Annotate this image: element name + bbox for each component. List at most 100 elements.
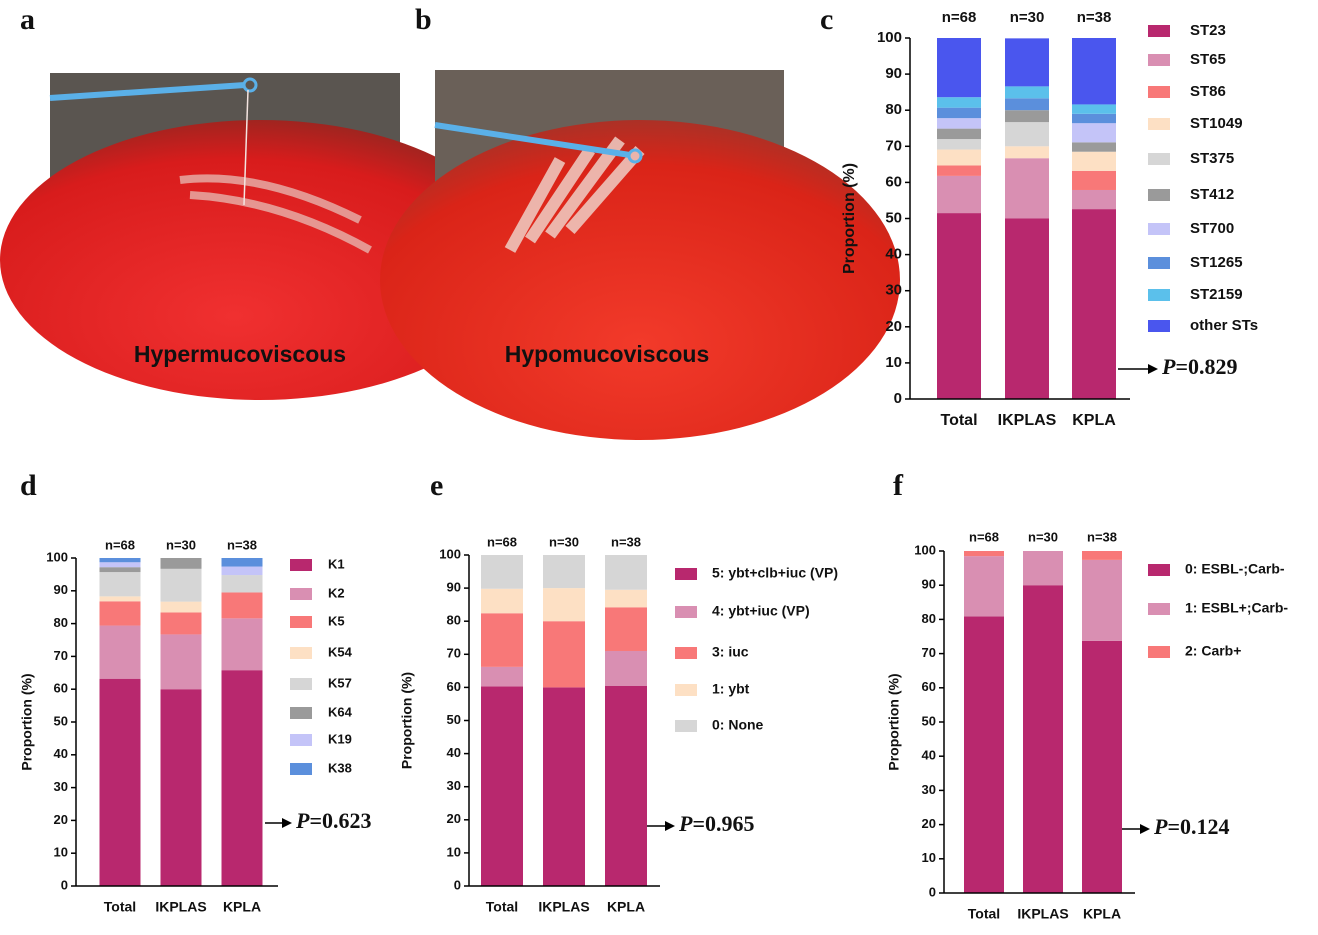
- legend-label: K5: [328, 613, 345, 628]
- legend-swatch: [290, 559, 312, 571]
- legend-swatch: [1148, 54, 1170, 66]
- legend-label: ST700: [1190, 220, 1234, 237]
- bar-segment: [937, 165, 981, 176]
- bar-segment: [1005, 218, 1049, 399]
- bar-segment: [1072, 151, 1116, 171]
- bar-segment: [99, 678, 141, 886]
- bar-segment: [1072, 170, 1116, 190]
- legend-swatch: [1148, 189, 1170, 201]
- p-annotation: P=0.829: [1161, 354, 1238, 379]
- colonies: [504, 136, 645, 253]
- bar-segment: [99, 567, 141, 573]
- legend-label: 5: ybt+clb+iuc (VP): [712, 565, 838, 581]
- photo-caption: Hypermucoviscous: [134, 341, 346, 367]
- legend-swatch: [1148, 118, 1170, 130]
- chart: f Proportion (%) 0 10 20 30 40 50 60 70 80 90 100 Tot…: [886, 469, 1289, 922]
- y-tick-label: 60: [922, 679, 936, 694]
- bar-segment: [605, 607, 647, 651]
- y-tick-label: 70: [922, 645, 936, 660]
- photo-caption: Hypomucoviscous: [505, 341, 710, 367]
- bar-segment: [543, 621, 585, 688]
- legend-swatch: [1148, 153, 1170, 165]
- panel-letter: f: [893, 469, 904, 502]
- y-tick-label: 70: [885, 137, 902, 154]
- bar-segment: [160, 568, 202, 602]
- y-tick-label: 20: [447, 811, 461, 826]
- panel-letter: d: [20, 469, 37, 502]
- loop: [627, 148, 643, 164]
- bar-segment: [481, 555, 523, 589]
- legend-label: ST1265: [1190, 254, 1243, 271]
- y-tick-label: 0: [929, 884, 936, 899]
- p-value: =0.829: [1175, 354, 1237, 379]
- bar-segment: [964, 556, 1004, 617]
- y-tick-label: 100: [914, 542, 936, 557]
- bar-segment: [221, 558, 263, 567]
- legend-swatch: [675, 568, 697, 580]
- agar-plate: [0, 120, 520, 400]
- y-tick-label: 70: [54, 648, 68, 663]
- legend-swatch: [1148, 289, 1170, 301]
- bar-segment: [605, 555, 647, 590]
- y-tick-label: 50: [885, 209, 902, 226]
- x-tick-label: KPLA: [1083, 906, 1121, 922]
- legend-swatch: [1148, 603, 1170, 615]
- y-tick-label: 90: [447, 580, 461, 595]
- bar-segment: [605, 650, 647, 686]
- legend-label: ST1049: [1190, 115, 1243, 132]
- legend-swatch: [1148, 257, 1170, 269]
- y-tick-label: 30: [447, 778, 461, 793]
- bar-annotation: n=38: [1087, 529, 1117, 544]
- legend-label: 3: iuc: [712, 644, 749, 660]
- legend-label: ST2159: [1190, 286, 1243, 303]
- bar-segment: [160, 689, 202, 886]
- bar-segment: [1072, 142, 1116, 152]
- bar-segment: [1005, 38, 1049, 87]
- y-tick-label: 60: [447, 679, 461, 694]
- y-tick-label: 80: [885, 101, 902, 118]
- bar-segment: [1005, 98, 1049, 111]
- legend-swatch: [1148, 223, 1170, 235]
- x-tick-label: KPLA: [607, 899, 645, 915]
- bar-annotation: n=30: [1028, 529, 1058, 544]
- y-tick-label: 50: [922, 713, 936, 728]
- y-tick-label: 20: [885, 318, 902, 335]
- agar-plate: [380, 120, 900, 440]
- y-tick-label: 100: [439, 546, 461, 561]
- bar-segment: [99, 558, 141, 563]
- bar-segment: [99, 596, 141, 602]
- y-tick-label: 30: [54, 779, 68, 794]
- legend-swatch: [1148, 564, 1170, 576]
- legend-swatch: [1148, 320, 1170, 332]
- y-tick-label: 50: [447, 712, 461, 727]
- legend-label: K19: [328, 731, 352, 746]
- y-tick-label: 0: [454, 877, 461, 892]
- legend-swatch: [290, 707, 312, 719]
- bar-segment: [221, 566, 263, 576]
- y-tick-label: 90: [54, 582, 68, 597]
- p-value: =0.965: [692, 811, 754, 836]
- legend-label: ST23: [1190, 22, 1226, 39]
- bar-segment: [99, 625, 141, 679]
- legend-swatch: [290, 763, 312, 775]
- x-tick-label: IKPLAS: [538, 899, 589, 915]
- bar-annotation: n=68: [942, 9, 977, 26]
- bar-segment: [221, 618, 263, 671]
- y-tick-label: 30: [885, 282, 902, 299]
- bar-annotation: n=30: [1010, 9, 1045, 26]
- bar-segment: [221, 670, 263, 886]
- p-value: =0.623: [309, 808, 371, 833]
- legend-label: ST412: [1190, 186, 1234, 203]
- legend-swatch: [1148, 86, 1170, 98]
- legend-swatch: [290, 678, 312, 690]
- x-tick-label: IKPLAS: [1017, 906, 1068, 922]
- panel-letter: c: [820, 3, 833, 36]
- bar-segment: [99, 572, 141, 597]
- loop-stick: [49, 82, 246, 101]
- y-tick-label: 60: [54, 681, 68, 696]
- y-axis-label: Proportion (%): [841, 163, 858, 274]
- bar-segment: [543, 555, 585, 589]
- x-tick-label: Total: [968, 906, 1000, 922]
- chart: e Proportion (%) 0 10 20 30 40 50 60 70 80 90 100 Tot…: [399, 469, 838, 915]
- x-tick-label: IKPLAS: [998, 412, 1057, 429]
